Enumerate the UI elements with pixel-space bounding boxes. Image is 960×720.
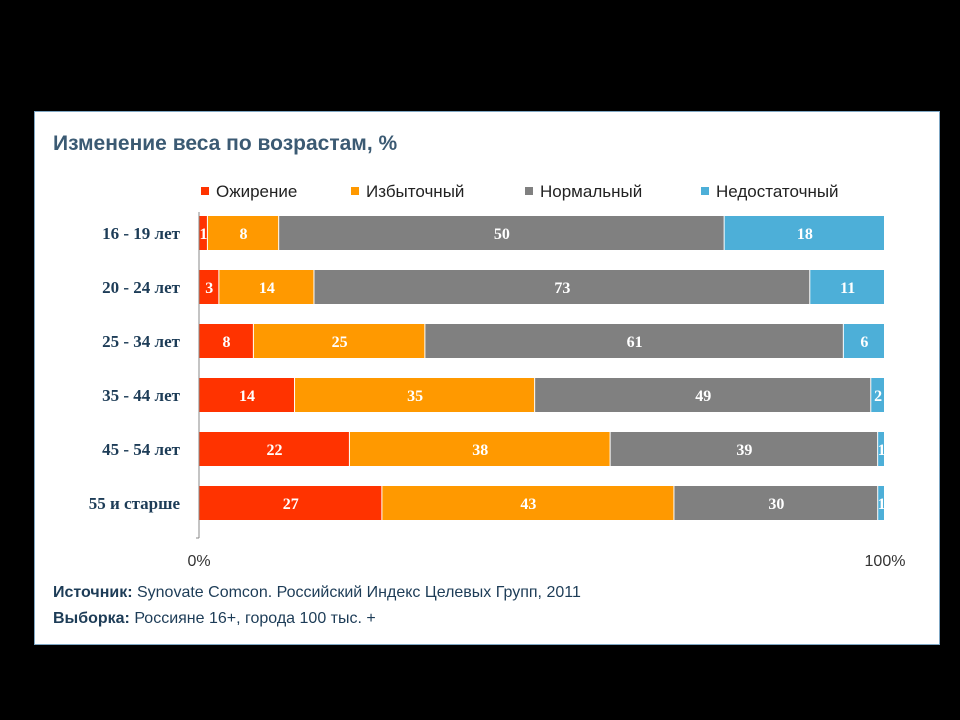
bar-segment (295, 378, 535, 412)
bar-segment (425, 324, 843, 358)
data-label: 1 (878, 442, 886, 459)
data-label: 8 (222, 334, 230, 351)
category-label: 55 и старше (89, 494, 181, 513)
bar-segment (199, 270, 219, 304)
bar-segment (382, 486, 674, 520)
category-label: 16 - 19 лет (102, 224, 180, 243)
bar-segment (878, 486, 884, 520)
data-label: 30 (768, 496, 784, 513)
chart-panel: Изменение веса по возрастам, % Ожирение И… (34, 111, 940, 645)
category-label: 45 - 54 лет (102, 440, 180, 459)
data-label: 1 (199, 226, 207, 243)
data-label: 25 (332, 334, 348, 351)
bar-segment (535, 378, 871, 412)
data-label: 50 (494, 226, 510, 243)
data-label: 3 (205, 280, 213, 297)
data-label: 11 (840, 280, 855, 297)
data-label: 1 (878, 496, 886, 513)
data-label: 39 (736, 442, 752, 459)
bar-segment (878, 432, 884, 466)
data-label: 49 (695, 388, 711, 405)
data-label: 22 (266, 442, 282, 459)
bar-segment (843, 324, 884, 358)
bar-segment (199, 486, 382, 520)
bar-segment (279, 216, 724, 250)
data-label: 14 (239, 388, 255, 405)
legend-swatch-4 (701, 187, 709, 195)
data-label: 73 (554, 280, 570, 297)
data-label: 18 (797, 226, 813, 243)
data-label: 6 (860, 334, 868, 351)
legend-swatch-2 (351, 187, 359, 195)
bar-segment (349, 432, 610, 466)
legend-label-1: Ожирение (216, 182, 297, 201)
source-label: Источник: (53, 584, 133, 601)
sample-text: Россияне 16+, города 100 тыс. + (129, 610, 376, 627)
bar-segment (199, 432, 349, 466)
bar-segment (674, 486, 878, 520)
bar-segment (810, 270, 884, 304)
bar-segment (199, 216, 207, 250)
bar-segment (724, 216, 884, 250)
bar-segment (253, 324, 425, 358)
data-label: 43 (520, 496, 536, 513)
chart-title: Изменение веса по возрастам, % (53, 132, 398, 155)
bar-segment (610, 432, 878, 466)
data-label: 2 (874, 388, 882, 405)
bar-segment (871, 378, 884, 412)
category-label: 20 - 24 лет (102, 278, 180, 297)
source-text: Synovate Comcon. Российский Индекс Целев… (132, 584, 581, 601)
bar-segment (199, 324, 253, 358)
bar-segment (207, 216, 279, 250)
data-label: 61 (627, 334, 643, 351)
category-label: 25 - 34 лет (102, 332, 180, 351)
category-label: 35 - 44 лет (102, 386, 180, 405)
stacked-bar-chart: Ожирение Избыточный Нормальный Недостаточны… (89, 182, 906, 570)
legend-label-2: Избыточный (366, 182, 464, 201)
data-label: 27 (283, 496, 299, 513)
sample-note: Выборка: Россияне 16+, города 100 тыс. + (53, 610, 376, 628)
x-tick-label: 100% (865, 553, 906, 570)
data-label: 38 (472, 442, 488, 459)
data-label: 8 (240, 226, 248, 243)
bar-segment (314, 270, 810, 304)
x-tick-label: 0% (187, 553, 210, 570)
bar-segment (199, 378, 295, 412)
legend-label-4: Недостаточный (716, 182, 839, 201)
data-label: 14 (259, 280, 275, 297)
data-label: 35 (407, 388, 423, 405)
sample-label: Выборка: (53, 610, 130, 627)
source-note: Источник: Synovate Comcon. Российский Ин… (53, 584, 581, 602)
legend-swatch-1 (201, 187, 209, 195)
bar-segment (219, 270, 314, 304)
legend-swatch-3 (525, 187, 533, 195)
legend-label-3: Нормальный (540, 182, 642, 201)
